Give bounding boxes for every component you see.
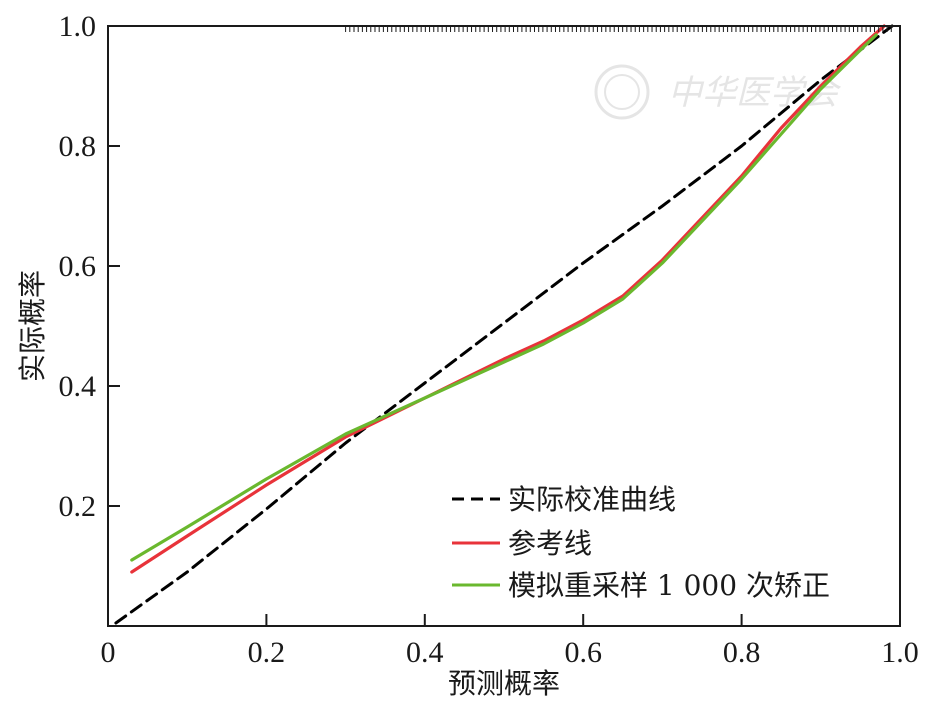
watermark: 中华医学会 [594, 64, 842, 120]
y-tick-label: 0.8 [59, 130, 97, 163]
watermark-seal-inner-icon [604, 74, 640, 110]
legend-label-reference: 参考线 [508, 527, 592, 560]
watermark-seal-icon [594, 64, 650, 120]
y-tick-label: 0.6 [59, 250, 97, 283]
x-tick-label: 0.8 [723, 636, 761, 669]
x-tick-label: 0 [101, 636, 116, 669]
ticks-layer: 0 0.2 0.4 0.6 0.8 1.0 0.2 0.4 0.6 0.8 1.0 [59, 10, 919, 669]
x-tick-label: 0.6 [564, 636, 602, 669]
plot-frame [107, 25, 901, 627]
plot-layer [114, 24, 894, 625]
x-tick-label: 0.2 [248, 636, 286, 669]
x-axis-title: 预测概率 [448, 667, 560, 700]
y-tick-label: 0.2 [59, 490, 97, 523]
x-tick-label: 1.0 [881, 636, 919, 669]
legend-label-actual: 实际校准曲线 [508, 483, 676, 516]
y-axis-title: 实际概率 [16, 270, 49, 382]
y-tick-label: 0.4 [59, 370, 97, 403]
legend: 实际校准曲线 参考线 模拟重采样 1 000 次矫正 [452, 483, 830, 602]
y-tick-label: 1.0 [59, 10, 97, 43]
series-line-bootstrap-corrected [130, 33, 878, 562]
x-tick-label: 0.4 [406, 636, 444, 669]
series-line-actual-calibration [114, 24, 894, 625]
legend-label-bootstrap: 模拟重采样 1 000 次矫正 [508, 569, 830, 602]
series-line-reference [130, 24, 886, 574]
